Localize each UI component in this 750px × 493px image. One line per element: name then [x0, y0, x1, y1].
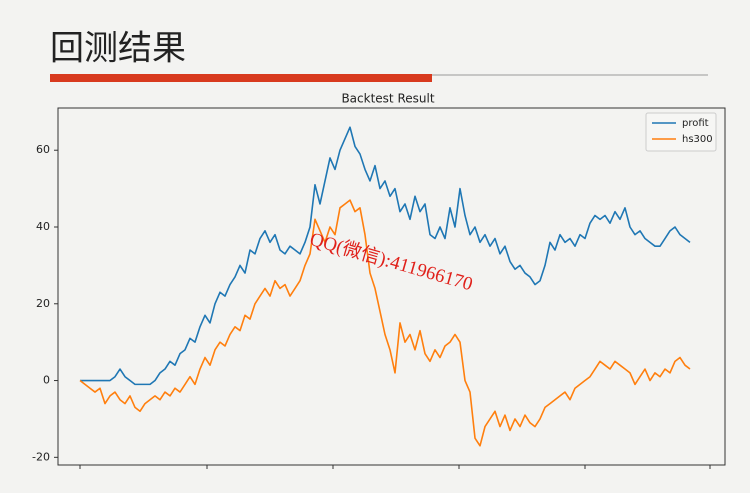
y-tick-label: -20 [32, 450, 50, 463]
legend-label: profit [682, 118, 709, 129]
chart-title: Backtest Result [341, 92, 434, 106]
x-ticks [79, 465, 711, 469]
line-series [80, 126, 691, 386]
y-tick-label: 20 [36, 297, 50, 310]
slide-title: 回测结果 [50, 29, 186, 69]
line-series [79, 199, 691, 447]
plot-frame [57, 107, 726, 466]
title-bar [50, 74, 432, 82]
y-tick-label: 40 [36, 220, 50, 233]
legend-label: hs300 [682, 134, 713, 145]
y-tick-label: 0 [43, 374, 50, 387]
y-tick-label: 60 [36, 143, 50, 156]
